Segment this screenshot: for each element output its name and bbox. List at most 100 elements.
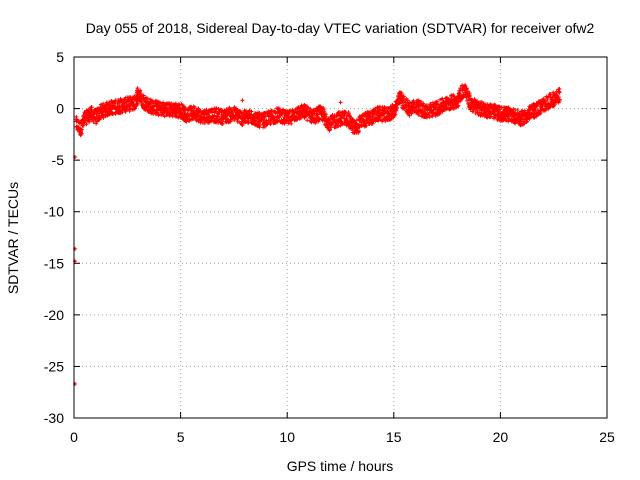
data-point [296,106,301,111]
data-point [557,98,562,103]
x-tick-label: 15 [386,429,402,445]
data-point-outlier [240,123,245,128]
data-point [213,116,218,121]
data-point [501,109,506,114]
plot-frame [73,56,608,419]
data-points [73,83,562,386]
data-point [199,114,204,119]
y-tick-label: 5 [56,49,64,65]
data-point [192,105,197,110]
data-point [512,115,517,120]
data-point [101,115,106,120]
data-point [535,108,540,113]
y-tick-label: -10 [44,204,64,220]
data-point [139,100,144,105]
data-point-outlier [338,100,343,105]
data-point [356,129,361,134]
data-point [504,118,509,123]
data-point [81,120,86,125]
data-point [444,103,449,108]
data-point [138,91,143,96]
data-point [224,116,229,121]
y-tick-label: -15 [44,255,64,271]
data-point [343,118,348,123]
data-point [141,93,146,98]
data-point [94,121,99,126]
data-point [135,86,140,91]
data-point [416,105,421,110]
data-point [489,114,494,119]
data-point [543,108,548,113]
y-tick-label: -5 [52,152,65,168]
data-point [557,86,562,91]
data-point [431,107,436,112]
data-point [328,127,333,132]
data-point [469,97,474,102]
data-point [427,111,432,116]
data-point [289,121,294,126]
data-point [194,118,199,123]
y-tick-label: -20 [44,307,64,323]
data-point [214,106,219,111]
data-point [541,99,546,104]
data-point [416,112,421,117]
data-point-outlier [240,98,245,103]
data-point [553,102,558,107]
data-point [456,103,461,108]
data-point [538,110,543,115]
x-axis-label: GPS time / hours [287,458,394,474]
data-point [393,112,398,117]
data-point [458,99,463,104]
x-tick-label: 10 [279,429,295,445]
data-point [515,108,520,113]
y-tick-label: 0 [56,101,64,117]
data-point [394,107,399,112]
data-point [382,105,387,110]
data-point [187,118,192,123]
data-point [546,107,551,112]
data-point [196,106,201,111]
data-point [409,111,414,116]
data-point [531,108,536,113]
x-tick-label: 25 [599,429,615,445]
data-point [263,123,268,128]
data-point [423,110,428,115]
data-point [412,101,417,106]
axis-ticks: 0 5 10 15 20 25 -30 -25 -20 -15 -10 -5 0 5 [44,49,615,445]
data-point [463,83,468,88]
data-point [377,104,382,109]
data-point [427,115,432,120]
data-point [522,108,527,113]
data-point [286,121,291,126]
data-point [438,97,443,102]
data-point [173,101,178,106]
data-point [387,117,392,122]
x-tick-label: 5 [177,429,185,445]
data-point [347,113,352,118]
data-point [317,116,322,121]
data-point [230,110,235,115]
data-point [232,118,237,123]
data-point [189,105,194,110]
data-point [463,90,468,95]
data-point [149,101,154,106]
data-point [285,113,290,118]
data-point [354,126,359,131]
data-point [488,114,493,119]
data-point [237,120,242,125]
data-point [81,123,86,128]
data-point [505,113,510,118]
data-point [457,91,462,96]
data-point [557,90,562,95]
data-point [434,99,439,104]
data-point [440,97,445,102]
data-point [407,113,412,118]
data-point [312,111,317,116]
data-point [113,99,118,104]
data-point [485,115,490,120]
y-tick-label: -25 [44,358,64,374]
data-point [322,109,327,114]
data-point [183,105,188,110]
data-point [79,127,84,132]
